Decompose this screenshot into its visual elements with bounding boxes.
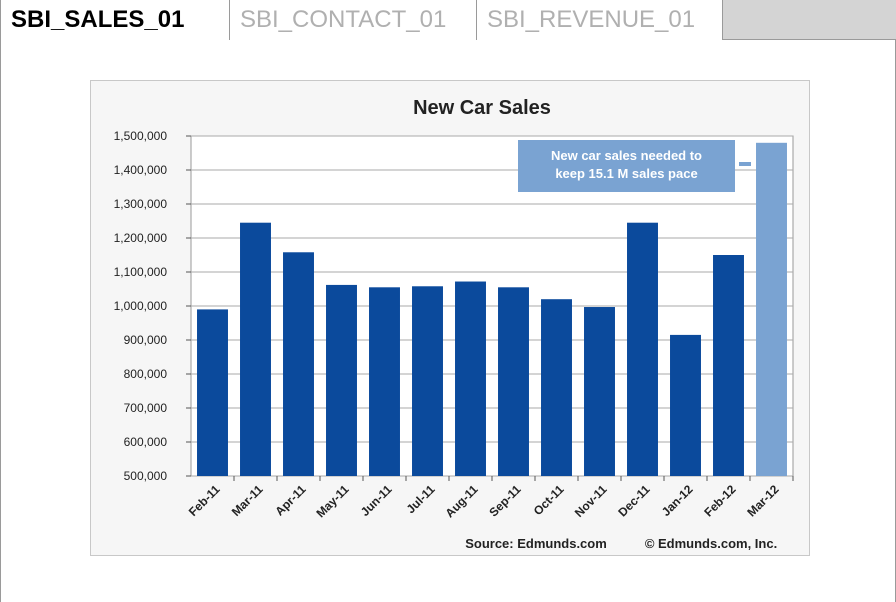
annotation-box (518, 140, 735, 192)
bar-dec-11 (627, 222, 658, 476)
y-tick-label: 900,000 (124, 333, 168, 347)
x-tick-label: Mar-12 (744, 482, 781, 519)
x-tick-label: Oct-11 (531, 482, 567, 518)
tab-sbi-contact-01[interactable]: SBI_CONTACT_01 (230, 0, 477, 40)
y-tick-label: 1,000,000 (114, 299, 168, 313)
x-tick-label: Aug-11 (442, 482, 480, 520)
bar-feb-11 (197, 309, 228, 476)
new-car-sales-chart: New Car Sales 500,000 600,000 700,000 800,00… (114, 97, 794, 551)
y-tick-label: 1,100,000 (114, 265, 168, 279)
annotation-text: New car sales needed to (551, 148, 702, 163)
y-tick-label: 500,000 (124, 469, 168, 483)
tab-sbi-revenue-01[interactable]: SBI_REVENUE_01 (477, 0, 723, 40)
bar-jul-11 (412, 286, 443, 476)
bar-jan-12 (670, 334, 701, 476)
sheet-tab-bar: SBI_SALES_01 SBI_CONTACT_01 SBI_REVENUE_… (0, 0, 896, 41)
chart-title: New Car Sales (413, 97, 551, 119)
x-tick-label: Feb-12 (701, 482, 738, 519)
bar-apr-11 (283, 252, 314, 476)
copyright-label: © Edmunds.com, Inc. (645, 536, 777, 551)
bar-sep-11 (498, 287, 529, 476)
tab-sbi-sales-01[interactable]: SBI_SALES_01 (0, 0, 230, 41)
bar-mar-11 (240, 222, 271, 476)
bar-aug-11 (455, 281, 486, 476)
y-tick-label: 1,400,000 (114, 163, 168, 177)
bar-nov-11 (584, 307, 615, 476)
x-tick-label: Mar-11 (229, 482, 266, 519)
y-tick-label: 1,500,000 (114, 129, 168, 143)
annotation-text: keep 15.1 M sales pace (555, 166, 697, 181)
bar-may-11 (326, 284, 357, 476)
y-tick-label: 600,000 (124, 435, 168, 449)
x-tick-label: Jul-11 (404, 482, 438, 516)
x-tick-label: Dec-11 (615, 482, 652, 519)
x-tick-label: May-11 (313, 482, 351, 520)
x-tick-label: Jun-11 (358, 482, 395, 519)
x-tick-label: Jan-12 (659, 482, 696, 519)
x-tick-label: Feb-11 (186, 482, 223, 519)
bar-feb-12 (713, 255, 744, 476)
bar-mar-12 (756, 142, 787, 477)
chart-image: New Car Sales 500,000 600,000 700,000 800,00… (90, 80, 810, 556)
x-tick-label: Apr-11 (272, 482, 309, 519)
y-tick-label: 800,000 (124, 367, 168, 381)
x-tick-label: Sep-11 (486, 482, 523, 519)
annotation-leader (739, 162, 751, 166)
source-label: Source: Edmunds.com (465, 536, 607, 551)
y-tick-label: 1,200,000 (114, 231, 168, 245)
x-tick-label: Nov-11 (572, 482, 610, 520)
bar-jun-11 (369, 287, 400, 476)
y-tick-label: 700,000 (124, 401, 168, 415)
y-tick-label: 1,300,000 (114, 197, 168, 211)
bar-oct-11 (541, 299, 572, 476)
